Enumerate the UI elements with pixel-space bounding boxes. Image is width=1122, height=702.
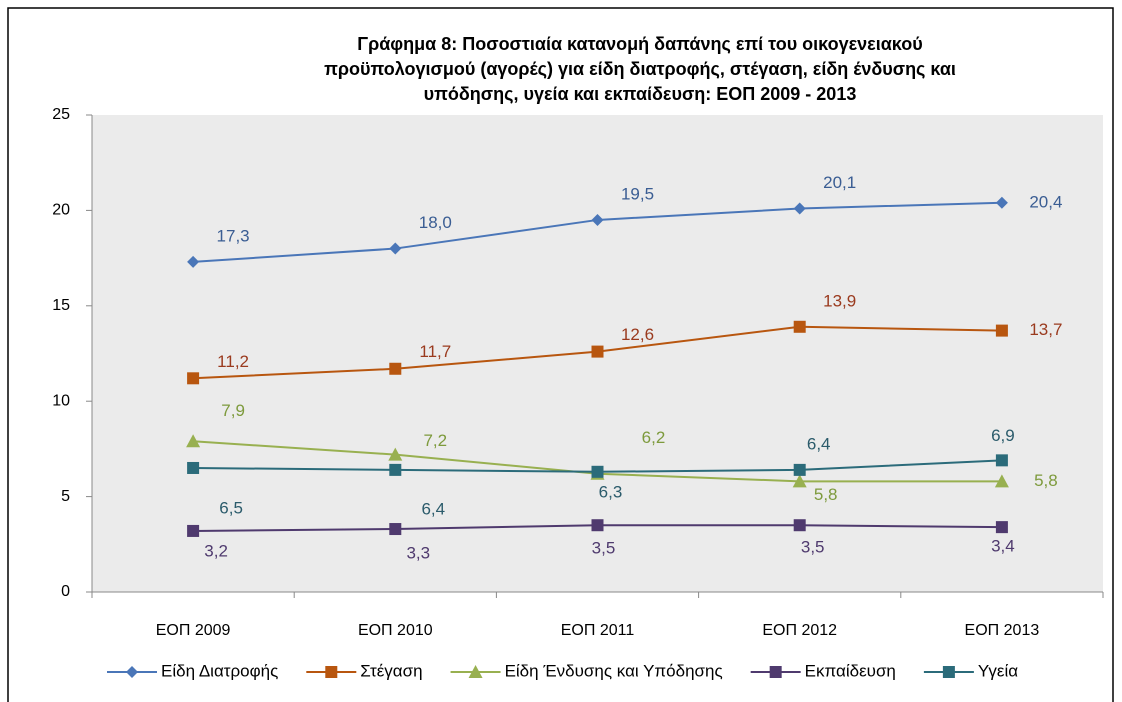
legend-label: Είδη Ένδυσης και Υπόδησης: [505, 661, 723, 680]
data-label: 20,1: [823, 173, 856, 192]
legend-marker: [325, 666, 338, 678]
data-label: 20,4: [1029, 192, 1062, 211]
chart-title: υπόδησης, υγεία και εκπαίδευση: ΕΟΠ 2009…: [424, 84, 857, 104]
legend-label: Είδη Διατροφής: [161, 661, 278, 680]
data-label: 7,9: [221, 401, 245, 420]
legend-label: Εκπαίδευση: [805, 661, 896, 680]
x-tick-label: ΕΟΠ 2011: [561, 622, 635, 639]
point: [187, 461, 200, 474]
point: [793, 519, 806, 532]
chart-title: προϋπολογισμού (αγορές) για είδη διατροφ…: [324, 59, 956, 79]
data-label: 3,2: [204, 541, 228, 560]
y-tick-label: 15: [52, 297, 70, 314]
point: [389, 362, 402, 375]
data-label: 11,7: [419, 342, 451, 361]
data-label: 3,5: [801, 538, 825, 557]
legend-label: Στέγαση: [360, 661, 422, 680]
data-label: 6,4: [807, 434, 831, 453]
data-label: 3,5: [592, 539, 616, 558]
point: [187, 524, 200, 537]
point: [187, 372, 200, 385]
point: [186, 434, 201, 448]
data-label: 6,4: [421, 499, 445, 518]
legend-label: Υγεία: [978, 661, 1018, 680]
x-tick-label: ΕΟΠ 2010: [358, 622, 433, 639]
point: [995, 521, 1008, 534]
data-label: 7,2: [423, 431, 447, 450]
y-tick-label: 5: [61, 488, 70, 505]
data-label: 3,3: [406, 544, 430, 563]
data-label: 12,6: [621, 325, 654, 344]
legend-marker: [769, 666, 782, 678]
point: [793, 463, 806, 476]
point: [995, 196, 1008, 209]
point: [793, 202, 806, 215]
point: [389, 523, 402, 536]
data-label: 19,5: [621, 184, 654, 203]
data-label: 6,5: [219, 498, 243, 517]
chart-title: Γράφημα 8: Ποσοστιαία κατανομή δαπάνης ε…: [357, 34, 922, 54]
data-label: 11,2: [217, 352, 249, 371]
data-label: 18,0: [419, 213, 452, 232]
x-tick-label: ΕΟΠ 2013: [965, 622, 1040, 639]
data-label: 13,7: [1029, 320, 1062, 339]
y-tick-label: 10: [52, 392, 70, 409]
data-label: 6,2: [642, 428, 666, 447]
data-label: 5,8: [814, 485, 838, 504]
legend-marker: [468, 665, 483, 678]
data-label: 5,8: [1034, 471, 1058, 490]
y-tick-label: 0: [61, 583, 70, 600]
point: [591, 345, 604, 358]
point: [388, 447, 403, 461]
data-label: 6,3: [599, 482, 623, 501]
y-tick-label: 20: [52, 202, 70, 219]
point: [792, 474, 807, 488]
point: [187, 255, 200, 268]
data-label: 13,9: [823, 291, 856, 310]
point: [591, 213, 604, 226]
point: [994, 474, 1009, 488]
data-label: 6,9: [991, 426, 1015, 445]
data-label: 17,3: [217, 226, 250, 245]
point: [995, 454, 1008, 467]
point: [591, 519, 604, 532]
point: [591, 465, 604, 478]
legend-marker: [126, 666, 138, 678]
x-tick-label: ΕΟΠ 2009: [156, 622, 231, 639]
data-label: 3,4: [991, 537, 1015, 556]
point: [995, 324, 1008, 337]
y-tick-label: 25: [52, 106, 70, 123]
point: [793, 320, 806, 333]
point: [389, 463, 402, 476]
legend-marker: [942, 666, 955, 678]
point: [389, 242, 402, 255]
x-tick-label: ΕΟΠ 2012: [762, 622, 837, 639]
